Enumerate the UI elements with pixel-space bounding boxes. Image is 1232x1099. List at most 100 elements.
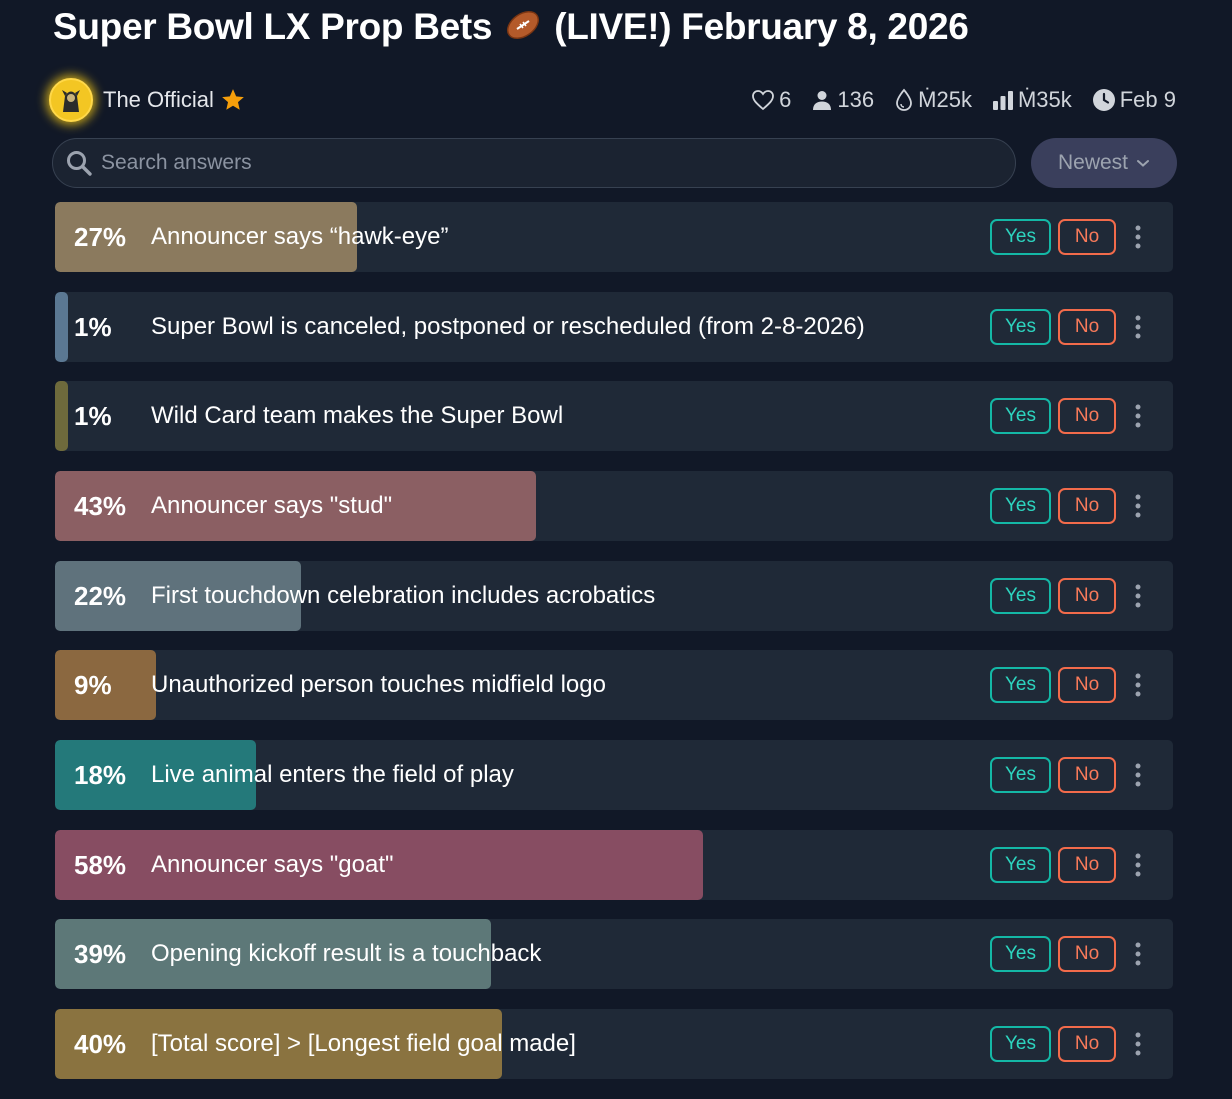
answer-probability: 43% <box>74 490 127 521</box>
probability-bar <box>55 1008 502 1079</box>
user-icon <box>813 91 832 110</box>
probability-bar <box>55 739 256 810</box>
probability-bar <box>55 381 68 452</box>
star-icon <box>220 87 246 113</box>
author-info[interactable]: The Official <box>49 76 246 124</box>
probability-bar <box>55 470 536 541</box>
answer-row[interactable]: 9% Unauthorized person touches midfield l… <box>55 650 1173 721</box>
likes-stat[interactable]: 6 <box>751 87 791 113</box>
answer-row[interactable]: 40% [Total score] > [Longest field goal m… <box>55 1008 1173 1079</box>
search-icon <box>65 149 93 177</box>
more-options-icon[interactable] <box>1130 761 1146 789</box>
liquidity-stat: Ṁ25k <box>894 87 972 113</box>
answer-probability: 1% <box>74 311 112 342</box>
volume-value: Ṁ35k <box>1017 87 1072 112</box>
answer-text[interactable]: Announcer says "goat" <box>151 850 394 878</box>
bar-chart-icon <box>992 91 1013 110</box>
answer-text[interactable]: Announcer says “hawk-eye” <box>151 223 449 250</box>
no-button[interactable]: No <box>1058 398 1116 435</box>
title-text: Super Bowl LX Prop Bets <box>53 6 493 47</box>
yes-button[interactable]: Yes <box>990 487 1051 524</box>
answer-row[interactable]: 18% Live animal enters the field of play Y… <box>55 739 1173 810</box>
likes-count: 6 <box>779 87 792 112</box>
no-button[interactable]: No <box>1058 487 1116 524</box>
yes-button[interactable]: Yes <box>990 936 1051 973</box>
search-input[interactable] <box>99 150 1015 176</box>
yes-button[interactable]: Yes <box>990 667 1051 704</box>
answer-row[interactable]: 22% First touchdown celebration includes … <box>55 560 1173 631</box>
no-button[interactable]: No <box>1058 308 1116 345</box>
probability-bar <box>55 829 703 900</box>
yes-button[interactable]: Yes <box>990 219 1051 255</box>
yes-button[interactable]: Yes <box>990 756 1051 793</box>
answer-probability: 27% <box>74 222 127 252</box>
page-title: Super Bowl LX Prop Bets (LIVE!) February… <box>53 6 969 50</box>
yes-button[interactable]: Yes <box>990 398 1051 435</box>
sort-selected: Newest <box>1057 151 1129 174</box>
no-button[interactable]: No <box>1058 936 1116 973</box>
sort-dropdown[interactable]: Newest <box>1031 138 1177 188</box>
traders-count: 136 <box>837 87 875 112</box>
more-options-icon[interactable] <box>1130 940 1146 968</box>
answer-row[interactable]: 58% Announcer says "goat" Yes No <box>55 829 1173 900</box>
market-stats: 6 136 Ṁ25k Ṁ35k Feb 9 <box>751 84 1176 116</box>
probability-bar <box>55 560 301 631</box>
yes-button[interactable]: Yes <box>990 1025 1051 1062</box>
answer-row[interactable]: 1% Super Bowl is canceled, postponed or r… <box>55 291 1173 362</box>
more-options-icon[interactable] <box>1130 671 1146 699</box>
clock-icon <box>1092 89 1115 111</box>
droplet-icon <box>896 88 913 111</box>
answers-list: 27% Announcer says “hawk-eye” Yes No 1% Super… <box>55 202 1173 1099</box>
close-date-stat: Feb 9 <box>1092 87 1176 113</box>
volume-stat: Ṁ35k <box>992 87 1072 113</box>
answer-probability: 18% <box>74 759 127 790</box>
chevron-down-icon <box>1136 158 1150 168</box>
no-button[interactable]: No <box>1058 667 1116 704</box>
search-bar[interactable] <box>52 138 1016 188</box>
more-options-icon[interactable] <box>1130 313 1146 341</box>
answer-probability: 40% <box>74 1028 127 1059</box>
answer-text[interactable]: Wild Card team makes the Super Bowl <box>151 402 564 430</box>
answer-row[interactable]: 43% Announcer says "stud" Yes No <box>55 470 1173 541</box>
more-options-icon[interactable] <box>1130 492 1146 520</box>
answer-probability: 1% <box>74 401 112 432</box>
no-button[interactable]: No <box>1058 846 1116 883</box>
answer-text[interactable]: [Total score] > [Longest field goal made… <box>151 1029 576 1057</box>
answer-text[interactable]: First touchdown celebration includes acr… <box>151 581 656 609</box>
answer-text[interactable]: Super Bowl is canceled, postponed or res… <box>151 312 865 340</box>
probability-bar <box>55 291 68 362</box>
answer-text[interactable]: Unauthorized person touches midfield log… <box>151 671 606 699</box>
answer-probability: 39% <box>74 939 127 970</box>
traders-stat: 136 <box>811 87 874 113</box>
liquidity-value: Ṁ25k <box>918 87 972 112</box>
title-suffix: (LIVE!) February 8, 2026 <box>554 6 969 47</box>
probability-bar <box>55 650 156 721</box>
probability-bar <box>55 919 491 990</box>
answer-probability: 22% <box>74 580 127 611</box>
more-options-icon[interactable] <box>1130 582 1146 610</box>
yes-button[interactable]: Yes <box>990 846 1051 883</box>
no-button[interactable]: No <box>1058 577 1116 614</box>
probability-bar <box>55 202 357 272</box>
answer-probability: 58% <box>74 849 127 880</box>
football-icon <box>504 8 542 50</box>
answer-row[interactable]: 39% Opening kickoff result is a touchback… <box>55 919 1173 990</box>
answer-text[interactable]: Live animal enters the field of play <box>151 760 514 788</box>
yes-button[interactable]: Yes <box>990 577 1051 614</box>
yes-button[interactable]: Yes <box>990 308 1051 345</box>
answer-row[interactable]: 27% Announcer says “hawk-eye” Yes No <box>55 202 1173 272</box>
no-button[interactable]: No <box>1058 219 1116 255</box>
answer-text[interactable]: Announcer says "stud" <box>151 491 393 519</box>
avatar[interactable] <box>49 78 93 122</box>
no-button[interactable]: No <box>1058 1025 1116 1062</box>
answer-probability: 9% <box>74 670 112 701</box>
heart-icon <box>752 90 775 111</box>
more-options-icon[interactable] <box>1130 851 1146 879</box>
author-name[interactable]: The Official <box>103 87 214 112</box>
more-options-icon[interactable] <box>1130 1030 1146 1058</box>
answer-text[interactable]: Opening kickoff result is a touchback <box>151 940 542 968</box>
more-options-icon[interactable] <box>1130 223 1146 251</box>
more-options-icon[interactable] <box>1130 402 1146 430</box>
no-button[interactable]: No <box>1058 756 1116 793</box>
answer-row[interactable]: 1% Wild Card team makes the Super Bowl Yes… <box>55 381 1173 452</box>
